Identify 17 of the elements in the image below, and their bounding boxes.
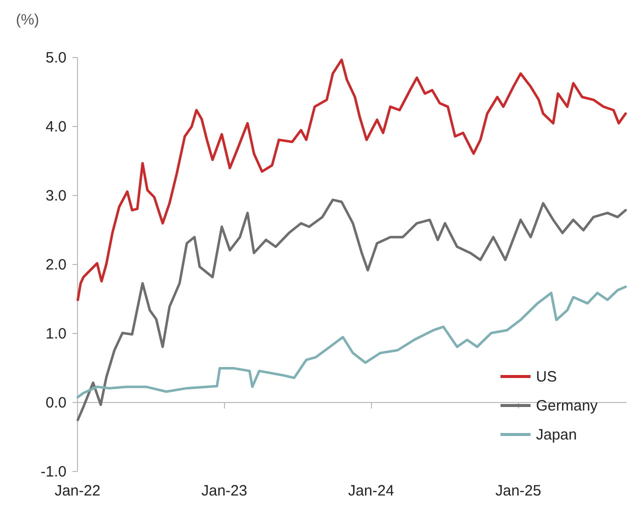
- y-tick-label: -1.0: [40, 464, 66, 480]
- y-tick-label: 1.0: [46, 326, 66, 342]
- x-tick-label: Jan-22: [54, 482, 100, 500]
- x-tick-label: Jan-23: [201, 482, 248, 500]
- y-tick-label: 0.0: [46, 394, 66, 412]
- legend-label: Japan: [536, 426, 577, 444]
- x-tick-label: Jan-25: [495, 482, 542, 500]
- x-tick-label: Jan-24: [348, 482, 394, 500]
- line-series: [76, 58, 627, 302]
- y-tick-label: 4.0: [46, 118, 66, 136]
- legend-label: Germany: [536, 398, 598, 414]
- line-series: [76, 286, 627, 398]
- legend-label: US: [536, 368, 557, 386]
- y-axis-title: (%): [16, 12, 40, 28]
- y-tick-label: 2.0: [46, 256, 66, 274]
- y-tick-label: 3.0: [46, 188, 66, 204]
- y-tick-label: 5.0: [46, 50, 66, 66]
